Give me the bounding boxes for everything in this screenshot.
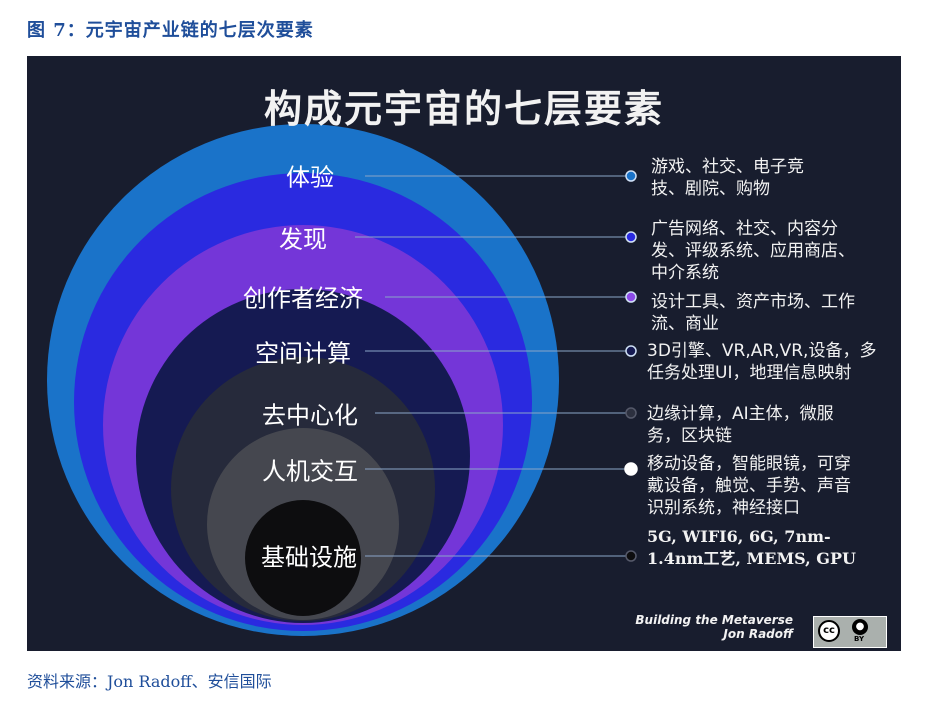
layer-description-discovery: 广告网络、社交、内容分发、评级系统、应用商店、中介系统 xyxy=(651,219,855,283)
layer-label-discovery: 发现 xyxy=(279,225,327,254)
connector-dot xyxy=(625,407,637,419)
layer-description-infrastructure: 5G, WIFI6, 6G, 7nm-1.4nm工艺, MEMS, GPU xyxy=(647,527,856,568)
credit-author: Jon Radoff xyxy=(723,627,793,641)
credit-book-title: Building the Metaverse xyxy=(635,613,793,627)
connector-dot xyxy=(625,550,637,562)
layer-label-human-interface: 人机交互 xyxy=(262,457,358,486)
figure-title: 图 7：元宇宙产业链的七层次要素 xyxy=(27,20,314,41)
layer-description-creator-economy: 设计工具、资产市场、工作流、商业 xyxy=(651,292,855,334)
layer-description-spatial-computing: 3D引擎、VR,AR,VR,设备，多任务处理UI，地理信息映射 xyxy=(647,341,877,383)
layer-label-infrastructure: 基础设施 xyxy=(261,543,357,572)
person-icon: ● xyxy=(852,619,868,635)
layer-description-experience: 游戏、社交、电子竞技、剧院、购物 xyxy=(651,157,804,199)
layer-label-decentralization: 去中心化 xyxy=(262,401,358,430)
source-note: 资料来源：Jon Radoff、安信国际 xyxy=(27,672,272,691)
concentric-rings xyxy=(47,124,638,636)
connector-dot xyxy=(624,462,638,476)
diagram-title: 构成元宇宙的七层要素 xyxy=(263,87,664,131)
ring-infrastructure xyxy=(245,500,361,616)
connector-dot xyxy=(625,170,637,182)
connector-dot xyxy=(625,291,637,303)
layer-description-decentralization: 边缘计算，AI主体，微服务，区块链 xyxy=(647,404,834,446)
connector-dot xyxy=(625,345,637,357)
diagram-panel: 构成元宇宙的七层要素 体验 发现 创作者经济 空间计算 去中心化 人机交互 基础… xyxy=(27,56,901,651)
by-label: BY xyxy=(854,635,865,643)
cc-by-license-badge: cc ● BY xyxy=(813,616,887,648)
creative-commons-icon: cc xyxy=(818,620,840,642)
connector-dot xyxy=(625,231,637,243)
layer-description-human-interface: 移动设备，智能眼镜，可穿戴设备，触觉、手势、声音识别系统，神经接口 xyxy=(647,454,851,518)
layer-label-creator-economy: 创作者经济 xyxy=(243,284,363,313)
layer-label-experience: 体验 xyxy=(286,163,334,192)
credit: Building the Metaverse Jon Radoff xyxy=(635,613,793,641)
layer-label-spatial-computing: 空间计算 xyxy=(255,339,351,368)
